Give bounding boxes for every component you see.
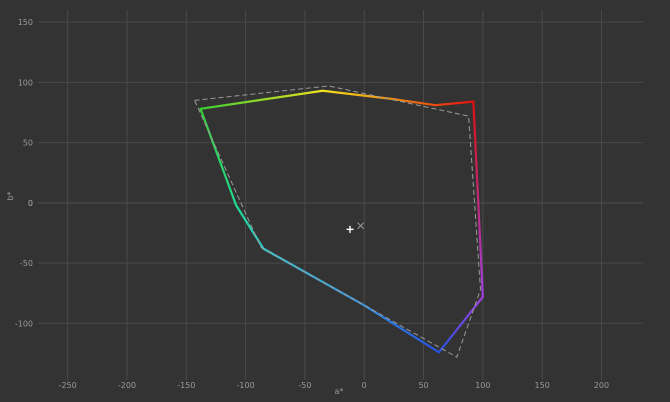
- plot-series: [194, 85, 484, 358]
- gamut-segment: [199, 107, 238, 207]
- x-tick-label: 100: [475, 381, 490, 390]
- x-tick-label: -50: [298, 381, 311, 390]
- x-tick-label: -200: [118, 381, 136, 390]
- markers: [346, 222, 365, 233]
- gamut-segment: [437, 295, 484, 354]
- y-tick-label: -50: [20, 259, 33, 268]
- gamut-segment: [363, 304, 441, 354]
- gamut-segment: [235, 204, 265, 250]
- gamut-segment: [392, 98, 437, 107]
- x-tick-label: 200: [594, 381, 609, 390]
- x-tick-label: 0: [362, 381, 367, 390]
- y-axis-label: b*: [6, 191, 15, 200]
- x-tick-label: -100: [237, 381, 255, 390]
- gamut-segment: [321, 89, 395, 101]
- x-axis-label: a*: [335, 387, 344, 396]
- y-tick-label: 0: [28, 199, 33, 208]
- tick-labels: -250 -200 -150 -100 -50 0 50 100 150 200 -100 -50 0 5…: [15, 18, 609, 390]
- y-tick-label: -100: [15, 319, 33, 328]
- gamut-segment: [199, 89, 324, 110]
- y-tick-label: 0: [28, 199, 33, 208]
- y-tick-label: 100: [18, 78, 33, 87]
- x-tick-label: 50: [418, 381, 428, 390]
- gamut-segment: [472, 100, 484, 298]
- grid: [38, 10, 643, 380]
- y-tick-label: 50: [23, 139, 33, 148]
- gamut-segment: [434, 100, 475, 107]
- y-tick-label: 150: [18, 18, 33, 27]
- reference-gamut-line: [194, 85, 482, 358]
- x-tick-label: -250: [59, 381, 77, 390]
- x-tick-label: -150: [177, 381, 195, 390]
- reference-white-marker: [357, 222, 365, 230]
- x-tick-label: 150: [535, 381, 550, 390]
